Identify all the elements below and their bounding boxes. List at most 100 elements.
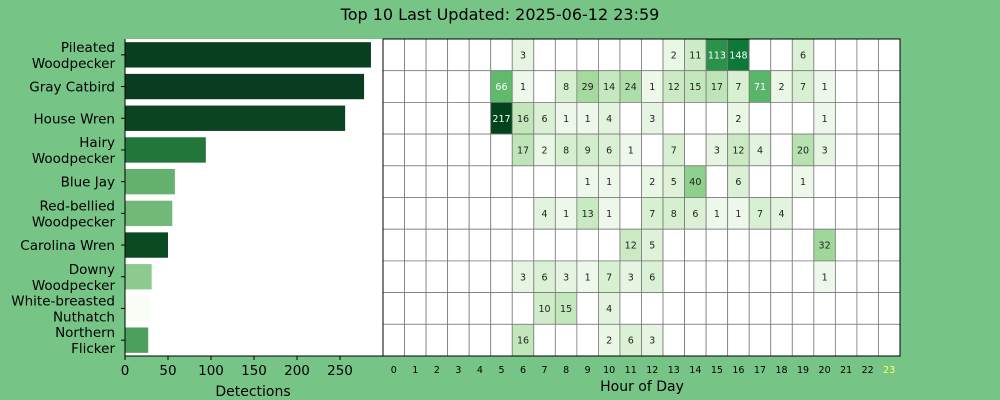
heatmap-cell [770, 102, 793, 135]
heatmap-x-tick-label: 17 [754, 365, 766, 376]
bar [125, 264, 152, 290]
heatmap-x-tick-label: 7 [542, 365, 548, 376]
heatmap-cell-label: 3 [520, 50, 526, 61]
heatmap-cell-label: 1 [735, 209, 741, 220]
heatmap-cell [748, 38, 772, 72]
heatmap-cell [705, 292, 729, 325]
heatmap-cell [684, 228, 707, 262]
heatmap-cell-label: 32 [819, 241, 831, 252]
heatmap-cell [554, 38, 578, 72]
bar [125, 105, 346, 131]
heatmap-cell [727, 323, 750, 357]
heatmap-cell [619, 38, 642, 72]
heatmap-x-tick-label: 13 [668, 365, 680, 376]
heatmap-cell-label: 2 [671, 50, 677, 61]
heatmap-cell-label: 217 [492, 114, 510, 125]
heatmap-cell [447, 70, 470, 103]
heatmap-cell [834, 102, 858, 135]
heatmap-cell-label: 3 [649, 114, 655, 125]
heatmap-x-tick-label: 3 [455, 365, 461, 376]
heatmap-cell [404, 133, 427, 167]
heatmap-cell [468, 102, 492, 135]
heatmap-frame [382, 38, 901, 357]
heatmap-cell-label: 11 [689, 50, 701, 61]
heatmap-x-tick-label: 6 [520, 365, 526, 376]
bar-category-label: Gray Catbird [29, 80, 115, 96]
heatmap-cell [511, 228, 535, 262]
heatmap-cell [576, 292, 599, 325]
bar-x-axis-label: Detections [215, 384, 290, 400]
heatmap-cell-label: 7 [800, 82, 806, 93]
heatmap-cell-label: 6 [692, 209, 698, 220]
heatmap-cell-label: 15 [689, 82, 701, 93]
heatmap-cell [705, 102, 729, 135]
heatmap-cell-label: 7 [606, 272, 612, 283]
bar-category-label: Hairy Woodpecker [32, 135, 116, 167]
heatmap-x-tick-label: 23 [883, 365, 895, 376]
heatmap-cell [382, 165, 405, 198]
bar [125, 200, 173, 227]
heatmap-cell [834, 197, 858, 230]
heatmap-cell [404, 197, 427, 230]
heatmap-cell [878, 133, 901, 167]
heatmap-cell [425, 133, 449, 167]
heatmap-cell [878, 260, 901, 293]
heatmap-cell-label: 1 [628, 145, 634, 156]
heatmap-cell-label: 14 [603, 82, 615, 93]
heatmap-cell [619, 197, 642, 230]
heatmap-cell [770, 323, 793, 357]
heatmap-cell-label: 1 [822, 114, 828, 125]
bar-x-tick-label: 50 [159, 363, 176, 379]
heatmap-cell [791, 292, 815, 325]
bar-category-label: Red-bellied Woodpecker [32, 198, 116, 230]
heatmap-cell-label: 6 [542, 114, 548, 125]
heatmap-cell-label: 16 [517, 336, 529, 347]
heatmap-cell [727, 292, 750, 325]
heatmap-cell [490, 228, 513, 262]
heatmap-cell [705, 228, 729, 262]
heatmap-cell-label: 6 [800, 50, 806, 61]
bar [125, 137, 206, 163]
heatmap-cell [705, 323, 729, 357]
heatmap-x-tick-label: 22 [862, 365, 874, 376]
heatmap-cell-label: 3 [714, 145, 720, 156]
heatmap-cell-label: 3 [649, 336, 655, 347]
heatmap-cell [447, 323, 470, 357]
heatmap-cell [490, 197, 513, 230]
heatmap-cell-label: 10 [539, 304, 551, 315]
heatmap-cell [705, 260, 729, 293]
heatmap-cell [834, 260, 858, 293]
heatmap-cell-label: 66 [495, 82, 507, 93]
heatmap-cell [834, 133, 858, 167]
heatmap-cell [856, 38, 879, 72]
heatmap-cell [856, 292, 879, 325]
heatmap-cell [813, 165, 836, 198]
heatmap-cell [511, 165, 535, 198]
heatmap-x-tick-label: 12 [646, 365, 658, 376]
heatmap-cell [576, 38, 599, 72]
heatmap-x-tick-label: 0 [391, 365, 397, 376]
heatmap-cell [856, 228, 879, 262]
heatmap-cell [382, 260, 405, 293]
heatmap-cell [791, 102, 815, 135]
heatmap-cell [791, 323, 815, 357]
heatmap-cell-label: 4 [778, 209, 784, 220]
heatmap-cell [468, 133, 492, 167]
heatmap-cell [813, 197, 836, 230]
heatmap-x-tick-label: 20 [819, 365, 831, 376]
heatmap-cell-label: 1 [563, 114, 569, 125]
heatmap-x-tick-label: 5 [498, 365, 504, 376]
heatmap-cell-label: 2 [778, 82, 784, 93]
heatmap-cell [813, 323, 836, 357]
heatmap-x-tick-label: 18 [775, 365, 787, 376]
heatmap-cell [878, 38, 901, 72]
heatmap-cell-label: 3 [628, 272, 634, 283]
heatmap-cell [425, 197, 449, 230]
heatmap-cell [447, 197, 470, 230]
heatmap-cell [382, 323, 405, 357]
heatmap-cell [468, 70, 492, 103]
heatmap-cell [490, 133, 513, 167]
heatmap-cell-label: 8 [671, 209, 677, 220]
heatmap-cell [684, 292, 707, 325]
